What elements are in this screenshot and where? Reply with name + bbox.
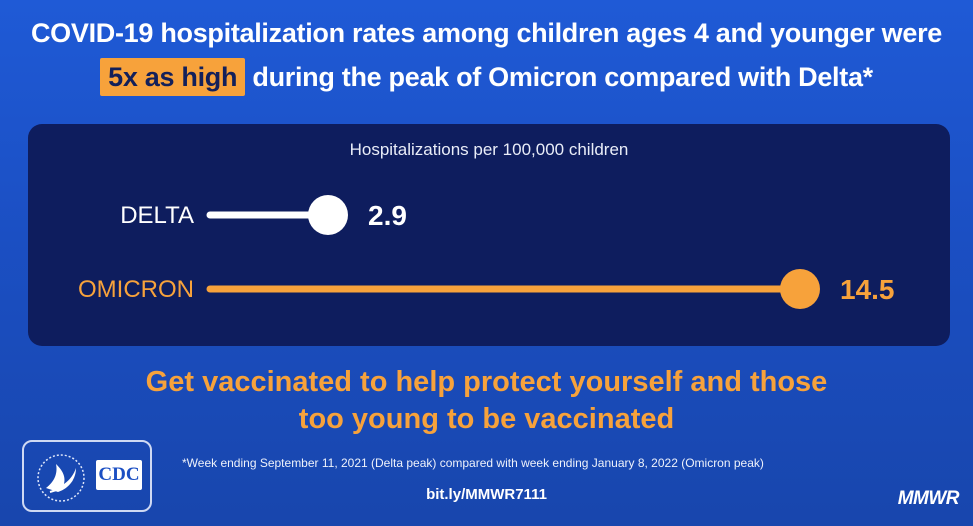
headline-line-2-text: during the peak of Omicron compared with… [245,62,873,92]
data-label-delta: 2.9 [368,200,407,231]
cdc-wordmark: CDC [96,460,142,490]
category-label-delta: DELTA [120,202,194,229]
lollipop-chart: DELTA 2.9 OMICRON 14.5 [78,195,895,309]
footnote: *Week ending September 11, 2021 (Delta p… [182,456,764,470]
headline-line-2: 5x as high during the peak of Omicron co… [0,58,973,96]
hhs-eagle-icon [37,454,85,502]
short-link[interactable]: bit.ly/MMWR7111 [426,486,547,503]
chart-panel: Hospitalizations per 100,000 children DE… [28,124,950,346]
category-label-omicron: OMICRON [78,276,194,303]
data-label-omicron: 14.5 [840,274,895,305]
bar-dot-delta [308,195,348,235]
tagline: Get vaccinated to help protect yourself … [0,364,973,438]
headline: COVID-19 hospitalization rates among chi… [0,14,973,96]
tagline-line-2: too young to be vaccinated [298,403,675,435]
tagline-line-1: Get vaccinated to help protect yourself … [145,366,828,398]
mmwr-brand: MMWR [897,488,960,509]
chart-title: Hospitalizations per 100,000 children [349,140,629,159]
headline-line-1: COVID-19 hospitalization rates among chi… [30,18,943,48]
cdc-logo: CDC [22,440,152,512]
bar-dot-omicron [780,269,820,309]
highlight-badge: 5x as high [100,58,246,96]
